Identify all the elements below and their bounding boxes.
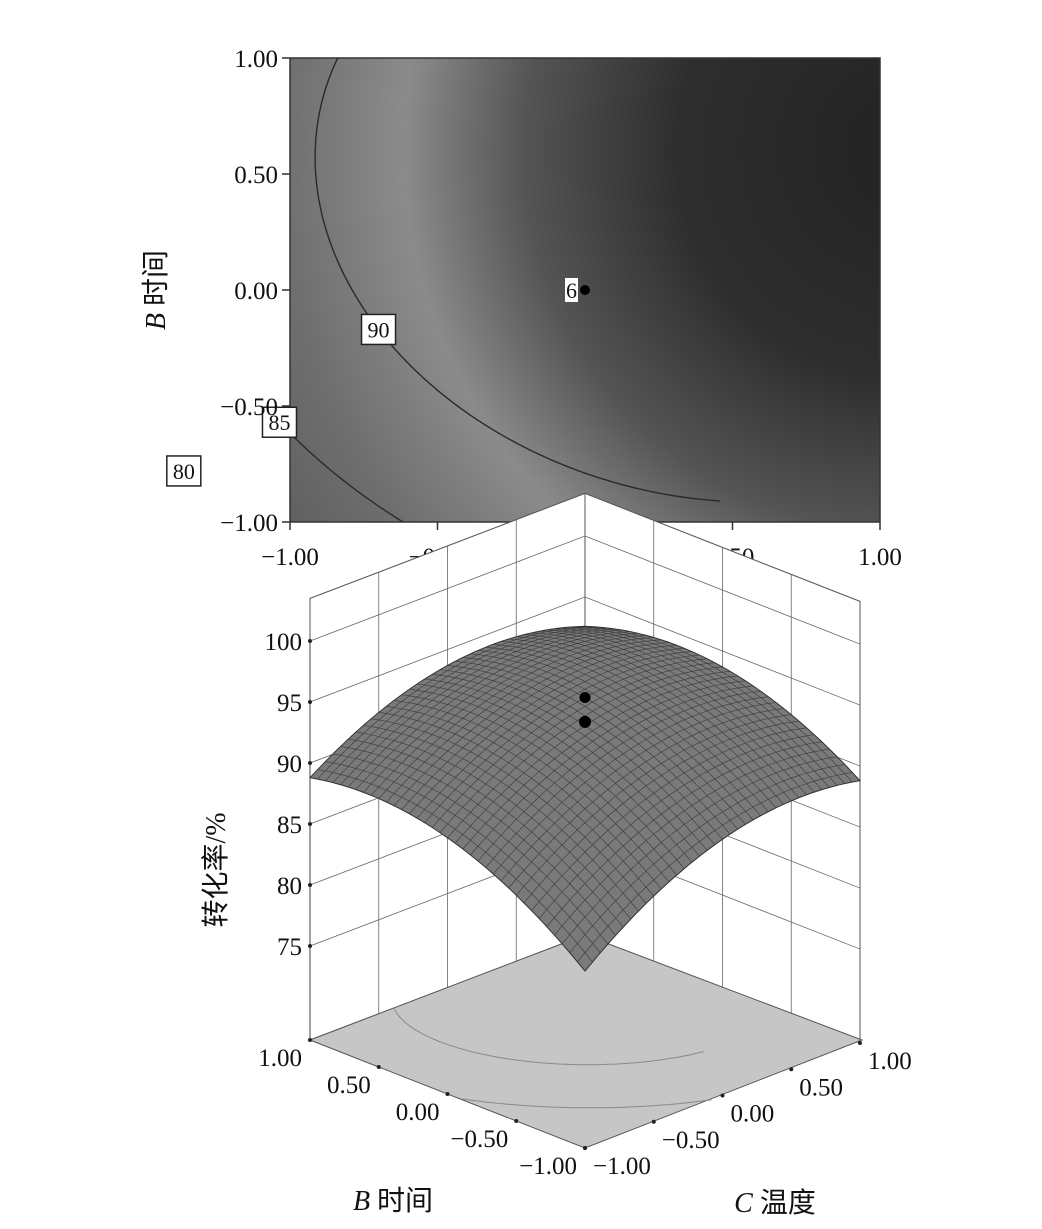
z-tick-label: 80 [277, 873, 302, 900]
mesh-line [569, 626, 845, 784]
mesh-line [546, 629, 823, 790]
surface-z-axis-label: 转化率/% [200, 812, 232, 927]
z-tick-label: 95 [277, 690, 302, 717]
mesh-line [347, 630, 624, 788]
mesh-line [340, 628, 616, 785]
contour-y-axis-label: B 时间 [140, 250, 172, 330]
z-tick-label: 75 [277, 934, 302, 961]
b-tick [308, 1038, 312, 1042]
c-tick [789, 1067, 794, 1072]
contour-x-tick-label: 1.00 [858, 544, 902, 571]
mesh-line [332, 627, 608, 783]
z-tick [308, 761, 312, 766]
c-tick [720, 1093, 725, 1098]
contour-label-box [261, 406, 298, 438]
mesh-line [325, 626, 601, 782]
contour-line-85 [290, 432, 405, 522]
surface-plot: 75 80 85 90 95 100 1.00 0.50 0.00 −0.50 −1.00 −1.… [200, 492, 912, 1219]
b-tick [514, 1119, 519, 1123]
z-tick [308, 944, 312, 949]
design-point [580, 285, 590, 295]
z-tick [308, 883, 312, 888]
b-tick-label: −0.50 [450, 1126, 508, 1153]
wall-grid-line [309, 596, 861, 706]
c-tick-label: 1.00 [868, 1048, 912, 1075]
contour-y-tick-label: 1.00 [234, 46, 278, 73]
contour-label-box [166, 455, 202, 487]
z-tick-label: 100 [265, 629, 303, 656]
c-tick-label: 0.00 [731, 1101, 775, 1128]
mesh-line [554, 628, 830, 788]
b-tick [376, 1065, 381, 1069]
b-tick-label: 0.00 [396, 1099, 440, 1126]
design-point-label: 6 [566, 278, 577, 303]
contour-label: 80 [173, 459, 195, 484]
contour-label: 85 [268, 410, 290, 435]
c-tick [858, 1041, 862, 1045]
b-tick-label: 0.50 [327, 1072, 371, 1099]
b-tick-label: −1.00 [519, 1153, 577, 1180]
z-tick [308, 639, 312, 644]
design-point-label-box [565, 278, 578, 302]
z-tick-label: 90 [277, 751, 302, 778]
contour-y-tick-label: −1.00 [220, 510, 278, 537]
c-tick [583, 1146, 587, 1150]
floor-plane [308, 934, 864, 1149]
mesh-line [355, 631, 631, 790]
c-tick [651, 1119, 656, 1124]
b-tick-label: 1.00 [258, 1045, 302, 1072]
contour-x-tick-label: −1.00 [261, 544, 319, 571]
contour-y-tick-label: 0.50 [234, 162, 278, 189]
mesh-line [577, 626, 853, 783]
c-tick-label: −1.00 [593, 1153, 651, 1180]
mesh-line [562, 627, 838, 786]
wall-grid-line [309, 535, 861, 645]
z-tick-label: 85 [277, 812, 302, 839]
mesh-line [317, 626, 593, 780]
design-point-lower [579, 715, 591, 728]
c-tick-label: 0.50 [799, 1074, 843, 1101]
contour-y-tick-label: 0.00 [234, 278, 278, 305]
contour-label-box [360, 313, 397, 346]
floor-contour [393, 1007, 704, 1066]
floor-contour [462, 1098, 712, 1109]
surface-c-axis-label: C 温度 [734, 1187, 816, 1219]
z-tick [308, 700, 312, 705]
z-tick [308, 822, 312, 827]
design-point-upper [579, 691, 591, 703]
b-tick [445, 1092, 450, 1096]
contour-y-tick-label: −0.50 [220, 394, 278, 421]
contour-label: 90 [368, 317, 390, 342]
surface-b-axis-label: B 时间 [353, 1185, 433, 1217]
c-tick-label: −0.50 [662, 1127, 720, 1154]
contour-line-90 [314, 58, 721, 502]
